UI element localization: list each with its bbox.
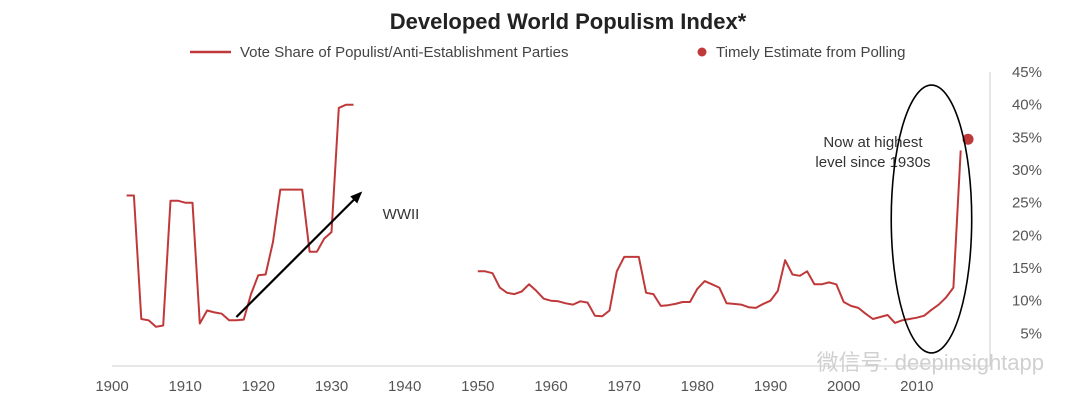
- annotation-wwii: WWII: [383, 206, 420, 223]
- polling-estimate-point: [962, 133, 974, 145]
- highlight-ellipse: [890, 84, 973, 354]
- legend-dot-swatch: [697, 47, 707, 57]
- annotations: WWII Now at highest level since 1930s: [235, 84, 973, 354]
- series-line-segment-1: [126, 103, 354, 328]
- legend: Vote Share of Populist/Anti-Establishmen…: [190, 44, 906, 61]
- legend-label-vote-share: Vote Share of Populist/Anti-Establishmen…: [240, 44, 569, 61]
- legend-label-polling: Timely Estimate from Polling: [716, 44, 906, 61]
- x-tick-label: 1920: [242, 378, 275, 395]
- x-tick-label: 1930: [315, 378, 348, 395]
- x-tick-label: 2010: [900, 378, 933, 395]
- annotation-highest-level: Now at highest: [823, 134, 923, 151]
- y-tick-label: 45%: [1012, 64, 1042, 81]
- y-tick-label: 20%: [1012, 227, 1042, 244]
- y-tick-label: 10%: [1012, 293, 1042, 310]
- axes: [112, 72, 991, 367]
- chart-title: Developed World Populism Index*: [390, 9, 747, 34]
- x-tick-label: 1940: [388, 378, 421, 395]
- trend-arrow: [235, 191, 363, 318]
- y-tick-label: 40%: [1012, 97, 1042, 114]
- x-tick-label: 1900: [95, 378, 128, 395]
- watermark-text: 微信号: deepinsightapp: [817, 350, 1044, 375]
- x-tick-label: 2000: [827, 378, 860, 395]
- y-tick-label: 35%: [1012, 129, 1042, 146]
- annotation-highest-level: level since 1930s: [815, 154, 930, 171]
- x-tick-label: 1990: [754, 378, 787, 395]
- x-tick-label: 1960: [534, 378, 567, 395]
- x-tick-label: 1910: [168, 378, 201, 395]
- series: [126, 103, 974, 328]
- x-tick-label: 1950: [461, 378, 494, 395]
- y-tick-label: 30%: [1012, 162, 1042, 179]
- series-line-segment-2: [477, 150, 962, 324]
- x-tick-label: 1970: [607, 378, 640, 395]
- y-tick-label: 5%: [1020, 325, 1042, 342]
- x-tick-label: 1980: [681, 378, 714, 395]
- y-tick-label: 25%: [1012, 195, 1042, 212]
- y-tick-label: 15%: [1012, 260, 1042, 277]
- tick-labels: 1900 1910 1920 1930 1940 1950 1960 1970 1980 1990…: [95, 64, 1042, 395]
